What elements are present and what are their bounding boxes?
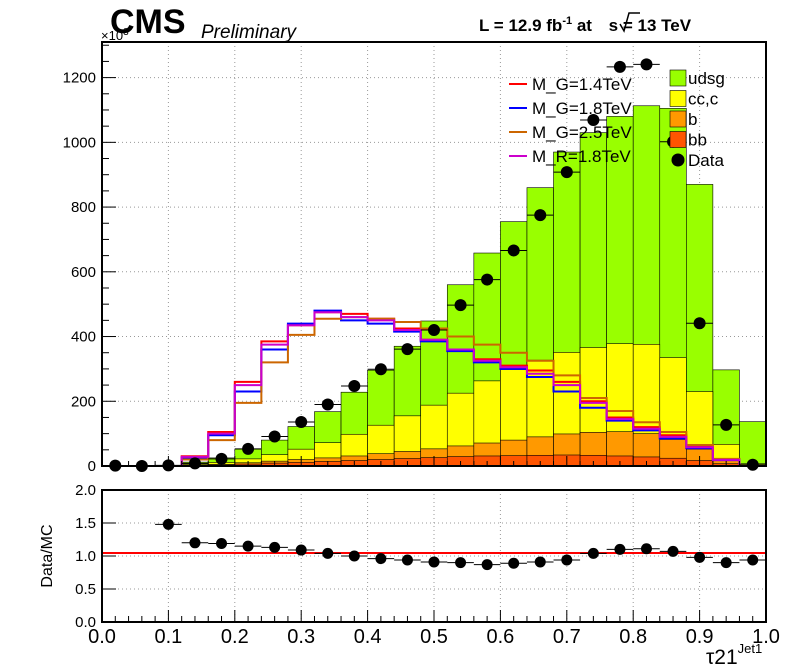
data-point [215,452,228,465]
legend-line-label: M_G=1.4TeV [532,75,632,94]
x-tick-label: 0.8 [619,626,647,648]
legend-data-marker [671,153,685,167]
y-tick-label: 1200 [63,70,96,87]
signal-M_R=1.8TeV [102,311,766,467]
data-point [321,398,334,411]
x-tick-label: 0.6 [486,626,514,648]
legend-fill-label: bb [688,131,707,150]
ratio-point [242,540,254,552]
data-point [348,380,361,393]
x-tick-label: 0.0 [88,626,116,648]
x-axis-label: τ21Jet1 [706,641,762,669]
legend-fill-label: Data [688,151,724,170]
ratio-y-tick-label: 1.0 [75,548,96,565]
lumi-label: L = 12.9 fb-1 at s = 13 TeV [479,15,692,35]
ratio-point [694,551,706,563]
legend-line-label: M_G=1.8TeV [532,99,632,118]
x-tick-label: 0.4 [354,626,382,648]
data-points [102,58,766,472]
data-point [481,273,494,286]
data-point [428,324,440,337]
ratio-point [667,545,679,557]
data-point [454,299,467,312]
y-tick-label: 200 [71,393,96,410]
ratio-point [508,557,520,569]
ratio-point [322,547,334,559]
x-tick-label: 0.2 [221,626,249,648]
x-tick-label: 0.3 [287,626,315,648]
legend-fill-swatch [669,69,687,87]
data-point [587,114,600,127]
data-point [268,430,281,443]
ratio-point [720,557,732,569]
data-point [613,60,626,73]
ratio-point [401,554,413,566]
x-tick-label: 0.1 [154,626,182,648]
sqrt-symbol [619,12,640,33]
data-point [534,209,547,222]
legend-line-label: M_R=1.8TeV [532,147,631,166]
ratio-point [534,556,546,568]
data-point [401,343,414,356]
ratio-point [348,550,360,562]
y-tick-label: 1000 [63,134,96,151]
cms-label: CMS [110,3,186,41]
legend-fill-swatch [669,90,687,107]
data-point [295,415,308,428]
ratio-point [747,554,759,566]
ratio-point [375,553,387,565]
ratio-point [481,559,493,571]
legend-fill-swatch [669,110,687,128]
y-tick-label: 0 [88,458,96,475]
data-point [720,418,733,431]
y-tick-label: 400 [71,329,96,346]
legend-fill-label: udsg [688,69,725,88]
ratio-point [189,537,201,549]
ratio-y-tick-label: 2.0 [75,482,96,499]
legend-fill-label: cc,c [688,90,719,109]
legend-fill-label: b [688,110,697,129]
ratio-point [295,544,307,556]
x-tick-label: 0.5 [420,626,448,648]
data-point [640,58,653,71]
data-point [242,442,255,455]
x-tick-label: 1.0 [752,626,780,648]
data-point [560,166,573,179]
preliminary-label: Preliminary [201,22,298,43]
ratio-y-tick-label: 1.5 [75,515,96,532]
stacked-histogram [154,105,767,467]
ratio-point [216,537,228,549]
ratio-points [155,518,766,571]
data-point [507,244,520,257]
y-tick-label: 800 [71,199,96,216]
ratio-y-axis-label: Data/MC [39,524,56,587]
sqrt-s: s [609,16,618,35]
signal-curves [102,309,766,467]
legend-line-label: M_G=2.5TeV [532,123,632,142]
legend-fill-swatch [669,131,687,148]
legend: M_G=1.4TeV M_G=1.8TeV M_G=2.5TeV M_R=1.8TeV… [509,69,725,170]
ratio-y-tick-label: 0.0 [75,614,96,631]
ratio-grid [101,489,767,623]
ratio-point [269,541,281,553]
main-axis-ticks: 0 200 400 600 800 1000 1200 [63,44,767,475]
ratio-point [162,518,174,530]
x-tick-label: 0.7 [553,626,581,648]
ratio-point [614,543,626,555]
data-point [693,317,706,330]
ratio-axis-ticks: 0.0 0.1 0.2 0.3 0.4 0.5 0.6 0.7 0.8 0.9 1.0 0.0 0.5 1… [75,482,780,648]
x-tick-label: 0.9 [686,626,714,648]
ratio-point [587,547,599,559]
ratio-point [640,543,652,555]
ratio-point [428,556,440,568]
ratio-point [455,557,467,569]
ratio-y-tick-label: 0.5 [75,581,96,598]
axis-multiplier: ×103 [101,27,129,43]
y-tick-label: 600 [71,264,96,281]
data-point [374,363,387,376]
ratio-point [561,554,573,566]
